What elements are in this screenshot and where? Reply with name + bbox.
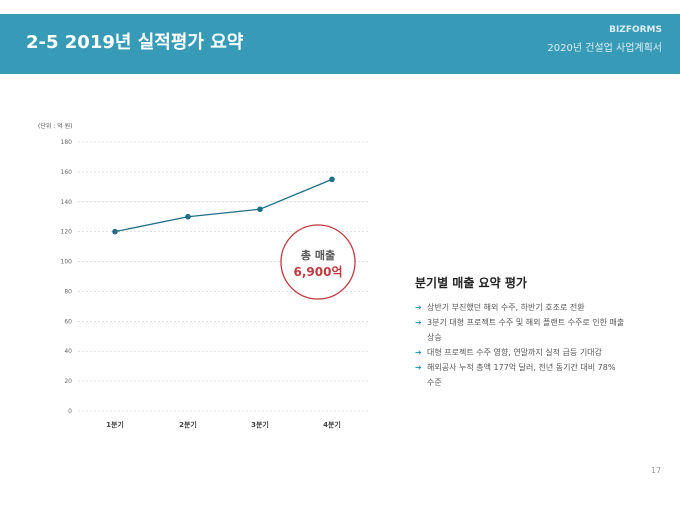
summary-item: ➔ 상반기 부진했던 해외 수주, 하반기 호조로 전환: [415, 300, 625, 315]
x-tick-label: 4분기: [323, 420, 341, 429]
x-tick-label: 1분기: [106, 420, 124, 429]
brand-label: BIZFORMS: [609, 25, 662, 35]
x-tick-label: 3분기: [251, 420, 269, 429]
page-title: 2-5 2019년 실적평가 요약: [26, 32, 244, 53]
arrow-icon: ➔: [415, 348, 422, 357]
summary-item-text: 해외공사 누적 총액 177억 달러, 전년 동기간 대비 78% 수준: [427, 363, 616, 387]
summary-item-text: 상반기 부진했던 해외 수주, 하반기 호조로 전환: [427, 303, 585, 312]
summary-item: ➔ 해외공사 누적 총액 177억 달러, 전년 동기간 대비 78% 수준: [415, 360, 625, 390]
data-point: [257, 206, 263, 213]
header-band: [0, 14, 680, 74]
y-tick-label: 40: [64, 348, 72, 355]
y-tick-label: 0: [68, 408, 72, 415]
y-tick-label: 100: [61, 259, 73, 266]
total-sales-label: 총 매출: [301, 248, 335, 262]
data-point: [329, 176, 335, 183]
arrow-icon: ➔: [415, 363, 422, 372]
page-number: 17: [651, 466, 662, 475]
summary-list: ➔ 상반기 부진했던 해외 수주, 하반기 호조로 전환 ➔ 3분기 대형 프로젝트 …: [415, 300, 625, 390]
arrow-icon: ➔: [415, 318, 422, 327]
y-tick-label: 180: [61, 139, 73, 146]
summary-item-text: 3분기 대형 프로젝트 수주 및 해외 플랜트 수주로 인한 매출 상승: [427, 318, 625, 342]
data-point: [185, 213, 191, 220]
document-subtitle: 2020년 건설업 사업계획서: [547, 43, 662, 54]
unit-label: (단위 : 억 원): [38, 122, 73, 130]
y-tick-label: 140: [61, 199, 73, 206]
y-tick-label: 120: [61, 229, 73, 236]
total-sales-circle: [280, 224, 356, 300]
summary-item: ➔ 3분기 대형 프로젝트 수주 및 해외 플랜트 수주로 인한 매출 상승: [415, 315, 625, 345]
summary-item: ➔ 대형 프로젝트 수주 영향, 연말까지 실적 급등 기대감: [415, 345, 625, 360]
y-tick-label: 60: [64, 318, 72, 325]
series-line: [114, 178, 333, 233]
x-tick-label: 2분기: [179, 420, 197, 429]
total-sales-value: 6,900억: [294, 265, 343, 279]
y-tick-label: 80: [64, 288, 72, 295]
summary-title: 분기별 매출 요약 평가: [415, 276, 527, 290]
data-point: [112, 228, 118, 235]
summary-item-text: 대형 프로젝트 수주 영향, 연말까지 실적 급등 기대감: [427, 348, 602, 357]
y-tick-label: 160: [61, 169, 73, 176]
arrow-icon: ➔: [415, 303, 422, 312]
y-tick-label: 20: [64, 378, 72, 385]
